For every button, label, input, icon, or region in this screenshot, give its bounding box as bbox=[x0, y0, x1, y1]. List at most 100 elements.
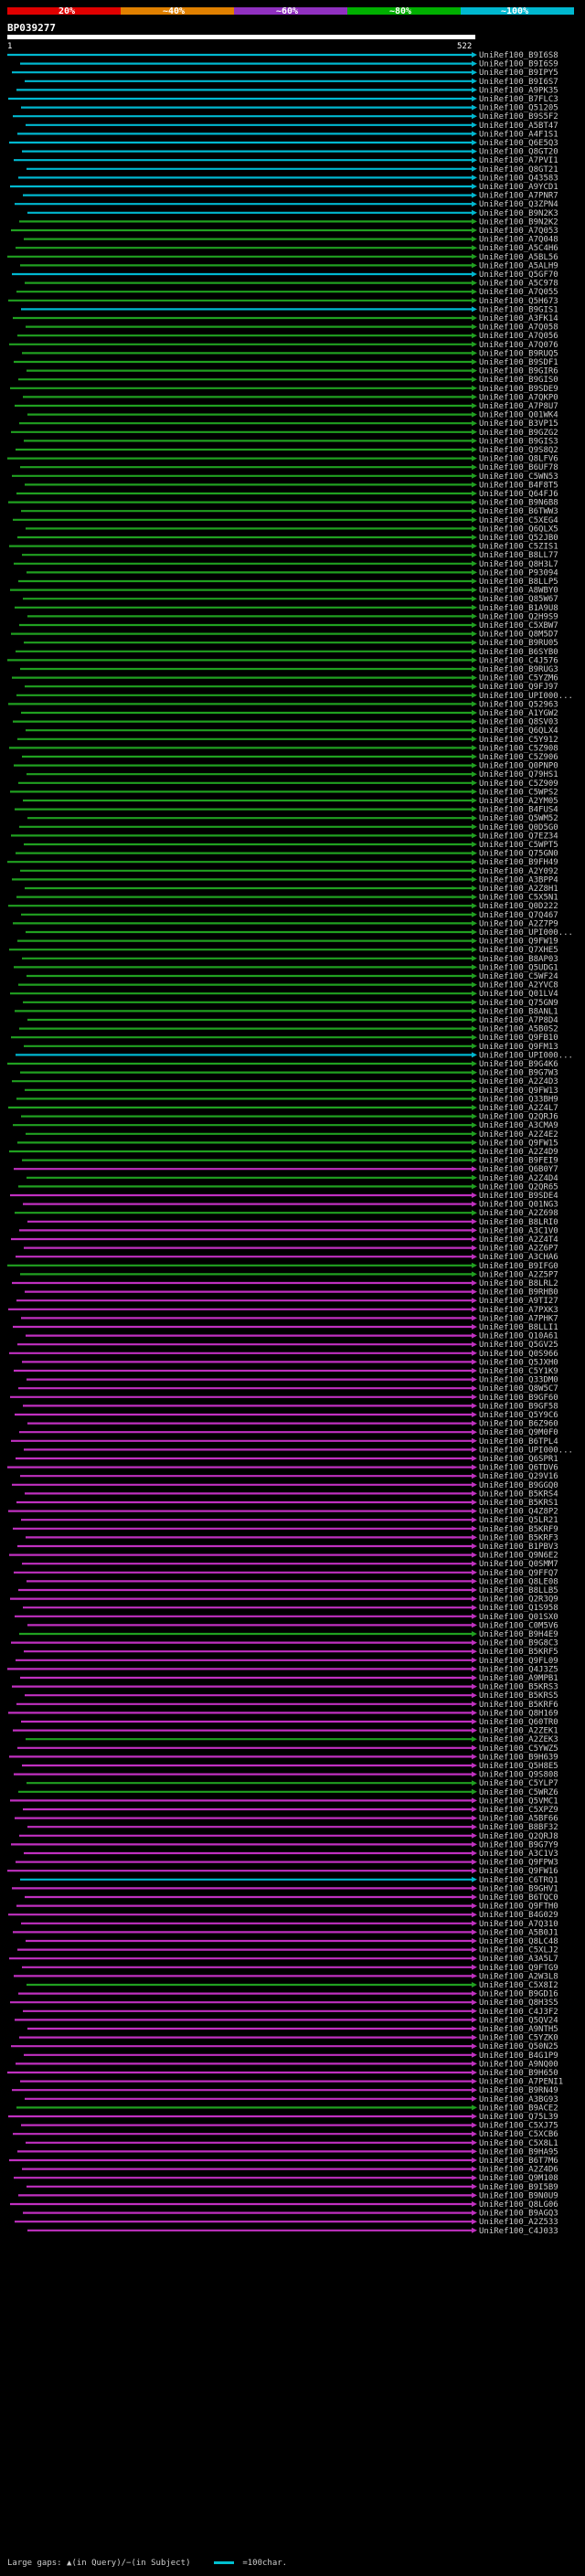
hit-row[interactable]: UniRef100_A7Q048 bbox=[24, 236, 558, 245]
hit-label[interactable]: UniRef100_B5KRF6 bbox=[479, 1701, 558, 1710]
hit-label[interactable]: UniRef100_Q9FB10 bbox=[479, 1034, 558, 1043]
hit-row[interactable]: UniRef100_Q6TDV6 bbox=[7, 1464, 558, 1473]
hit-row[interactable]: UniRef100_C5WPS2 bbox=[10, 788, 558, 797]
hit-row[interactable]: UniRef100_B9GZG2 bbox=[11, 429, 558, 438]
hit-label[interactable]: UniRef100_B8LLP5 bbox=[479, 578, 558, 587]
hit-row[interactable]: UniRef100_Q6SPR1 bbox=[16, 1455, 558, 1464]
hit-row[interactable]: UniRef100_A2Z698 bbox=[15, 1209, 558, 1218]
hit-row[interactable]: UniRef100_A7Q310 bbox=[21, 1920, 558, 1929]
hit-label[interactable]: UniRef100_C5WPS2 bbox=[479, 788, 558, 797]
hit-label[interactable]: UniRef100_P93094 bbox=[479, 568, 558, 578]
hit-row[interactable]: UniRef100_C5Y1K9 bbox=[14, 1367, 558, 1376]
hit-label[interactable]: UniRef100_Q5VMC1 bbox=[479, 1797, 558, 1806]
hit-label[interactable]: UniRef100_A8WBY0 bbox=[479, 587, 558, 596]
hit-row[interactable]: UniRef100_Q8H3S5 bbox=[10, 1998, 558, 2008]
hit-row[interactable]: UniRef100_P93094 bbox=[27, 568, 558, 578]
hit-label[interactable]: UniRef100_C5Z908 bbox=[479, 744, 558, 753]
hit-row[interactable]: UniRef100_A2ZEK1 bbox=[13, 1727, 558, 1736]
hit-label[interactable]: UniRef100_A3CHA6 bbox=[479, 1253, 558, 1262]
hit-row[interactable]: UniRef100_Q52963 bbox=[8, 700, 558, 709]
hit-row[interactable]: UniRef100_Q9FW19 bbox=[17, 938, 558, 947]
hit-row[interactable]: UniRef100_A9MPB1 bbox=[20, 1674, 558, 1683]
hit-row[interactable]: UniRef100_B9G7Y9 bbox=[11, 1840, 558, 1850]
hit-row[interactable]: UniRef100_Q8LC48 bbox=[26, 1937, 558, 1946]
hit-row[interactable]: UniRef100_B9G4K6 bbox=[7, 1060, 558, 1069]
hit-row[interactable]: UniRef100_C0M5V6 bbox=[27, 1621, 558, 1630]
hit-row[interactable]: UniRef100_B5KRS5 bbox=[25, 1691, 558, 1701]
hit-row[interactable]: UniRef100_B8LRI0 bbox=[27, 1218, 558, 1227]
hit-row[interactable]: UniRef100_Q5H673 bbox=[8, 297, 558, 306]
hit-label[interactable]: UniRef100_Q9M108 bbox=[479, 2174, 558, 2183]
hit-label[interactable]: UniRef100_B4G029 bbox=[479, 1911, 558, 1920]
hit-row[interactable]: UniRef100_A7PVI1 bbox=[14, 156, 558, 165]
hit-label[interactable]: UniRef100_B6SYB0 bbox=[479, 648, 558, 657]
hit-label[interactable]: UniRef100_B4FUS4 bbox=[479, 806, 558, 815]
hit-label[interactable]: UniRef100_B5KRS1 bbox=[479, 1499, 558, 1508]
hit-label[interactable]: UniRef100_A2Z4L7 bbox=[479, 1104, 558, 1113]
hit-row[interactable]: UniRef100_B9SDE9 bbox=[10, 385, 558, 394]
hit-label[interactable]: UniRef100_B8LRL2 bbox=[479, 1279, 558, 1288]
hit-row[interactable]: UniRef100_C5YZK0 bbox=[19, 2034, 558, 2043]
hit-label[interactable]: UniRef100_B9RUQ5 bbox=[479, 349, 558, 358]
hit-row[interactable]: UniRef100_B8AP03 bbox=[22, 955, 558, 964]
hit-label[interactable]: UniRef100_Q8H3L7 bbox=[479, 560, 558, 569]
hit-row[interactable]: UniRef100_Q6E5Q3 bbox=[9, 139, 558, 148]
hit-row[interactable]: UniRef100_C5Z909 bbox=[18, 779, 558, 789]
hit-row[interactable]: UniRef100_Q9FTH0 bbox=[16, 1903, 558, 1912]
hit-label[interactable]: UniRef100_Q9FTG9 bbox=[479, 1964, 558, 1973]
hit-row[interactable]: UniRef100_Q2QR65 bbox=[18, 1182, 558, 1192]
hit-label[interactable]: UniRef100_B9I6S8 bbox=[479, 51, 558, 60]
hit-row[interactable]: UniRef100_Q51205 bbox=[21, 104, 558, 113]
hit-row[interactable]: UniRef100_B9GD16 bbox=[18, 1990, 558, 1999]
hit-label[interactable]: UniRef100_A9YCD1 bbox=[479, 183, 558, 192]
hit-row[interactable]: UniRef100_B9SDE4 bbox=[10, 1192, 558, 1201]
hit-row[interactable]: UniRef100_B9IPY5 bbox=[12, 69, 558, 78]
hit-label[interactable]: UniRef100_A2W3L8 bbox=[479, 1972, 558, 1981]
hit-label[interactable]: UniRef100_Q4J3Z5 bbox=[479, 1665, 558, 1674]
hit-label[interactable]: UniRef100_B9G7W3 bbox=[479, 1069, 558, 1078]
hit-label[interactable]: UniRef100_C5X8I2 bbox=[479, 1981, 558, 1990]
hit-label[interactable]: UniRef100_Q85W67 bbox=[479, 595, 558, 604]
hit-row[interactable]: UniRef100_Q9FFQ7 bbox=[14, 1569, 558, 1578]
hit-row[interactable]: UniRef100_B6UF78 bbox=[20, 463, 558, 472]
hit-label[interactable]: UniRef100_Q6TDV6 bbox=[479, 1464, 558, 1473]
hit-label[interactable]: UniRef100_Q8GT21 bbox=[479, 165, 558, 175]
hit-row[interactable]: UniRef100_Q01LV4 bbox=[10, 990, 558, 999]
hit-label[interactable]: UniRef100_B8LL77 bbox=[479, 551, 558, 560]
hit-label[interactable]: UniRef100_Q2H9S9 bbox=[479, 612, 558, 621]
hit-label[interactable]: UniRef100_A7Q055 bbox=[479, 288, 558, 297]
hit-label[interactable]: UniRef100_Q8H3S5 bbox=[479, 1998, 558, 2008]
hit-row[interactable]: UniRef100_B8LL77 bbox=[22, 551, 558, 560]
hit-row[interactable]: UniRef100_A2Z4T4 bbox=[11, 1235, 558, 1245]
hit-row[interactable]: UniRef100_Q7XHE5 bbox=[9, 946, 558, 955]
hit-row[interactable]: UniRef100_Q5LR21 bbox=[21, 1516, 558, 1525]
hit-label[interactable]: UniRef100_B9ACE2 bbox=[479, 2104, 558, 2113]
hit-row[interactable]: UniRef100_Q5QV24 bbox=[15, 2016, 558, 2025]
hit-label[interactable]: UniRef100_B9GF60 bbox=[479, 1394, 558, 1403]
hit-row[interactable]: UniRef100_A3BPP4 bbox=[12, 875, 558, 885]
hit-row[interactable]: UniRef100_Q5GV25 bbox=[17, 1341, 558, 1350]
hit-row[interactable]: UniRef100_B9GIS0 bbox=[18, 376, 558, 385]
hit-row[interactable]: UniRef100_B9RUG3 bbox=[20, 665, 558, 674]
hit-label[interactable]: UniRef100_B3VP15 bbox=[479, 419, 558, 429]
hit-row[interactable]: UniRef100_Q01NG3 bbox=[23, 1201, 558, 1210]
hit-label[interactable]: UniRef100_B8AP03 bbox=[479, 955, 558, 964]
hit-row[interactable]: UniRef100_B9RUQ5 bbox=[22, 349, 558, 358]
hit-row[interactable]: UniRef100_B9H4E9 bbox=[19, 1630, 558, 1639]
hit-label[interactable]: UniRef100_Q9FTH0 bbox=[479, 1903, 558, 1912]
hit-label[interactable]: UniRef100_B9G7Y9 bbox=[479, 1840, 558, 1850]
hit-label[interactable]: UniRef100_Q7Q467 bbox=[479, 911, 558, 920]
hit-label[interactable]: UniRef100_A3C1V3 bbox=[479, 1850, 558, 1859]
hit-label[interactable]: UniRef100_A2YM05 bbox=[479, 797, 558, 806]
hit-row[interactable]: UniRef100_A7Q076 bbox=[9, 341, 558, 350]
hit-label[interactable]: UniRef100_A7PENI1 bbox=[479, 2078, 563, 2087]
hit-label[interactable]: UniRef100_Q5Y9C6 bbox=[479, 1411, 558, 1420]
hit-label[interactable]: UniRef100_A9TI27 bbox=[479, 1297, 558, 1306]
hit-label[interactable]: UniRef100_Q0D222 bbox=[479, 902, 558, 911]
hit-row[interactable]: UniRef100_A7P8D4 bbox=[27, 1016, 558, 1025]
hit-label[interactable]: UniRef100_Q6QLX4 bbox=[479, 726, 558, 736]
hit-row[interactable]: UniRef100_A7PHK7 bbox=[21, 1314, 558, 1323]
hit-row[interactable]: UniRef100_A5BL56 bbox=[7, 253, 558, 262]
hit-label[interactable]: UniRef100_B5KRF9 bbox=[479, 1525, 558, 1534]
hit-row[interactable]: UniRef100_Q4J3Z5 bbox=[7, 1665, 558, 1674]
